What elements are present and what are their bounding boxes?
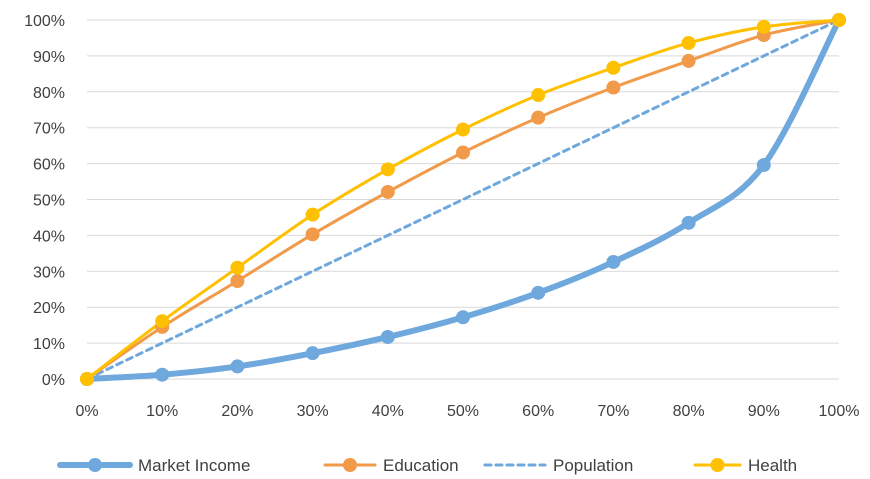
y-tick-label: 10%: [33, 336, 65, 353]
legend-label: Market Income: [138, 456, 250, 475]
data-point-health: [80, 372, 94, 386]
legend-label: Health: [748, 456, 797, 475]
data-point-market-income: [305, 346, 320, 361]
series-line-population: [85, 18, 841, 381]
y-tick-label: 80%: [33, 85, 65, 102]
data-point-education: [305, 227, 320, 242]
data-point-market-income: [756, 158, 771, 173]
legend: Market Income Education Population Health: [57, 456, 797, 475]
data-point-health: [531, 88, 546, 103]
y-tick-label: 20%: [33, 300, 65, 317]
data-point-education: [681, 53, 696, 68]
y-tick-label: 50%: [33, 193, 65, 210]
data-point-education: [456, 145, 470, 160]
legend-item-population: Population: [483, 456, 633, 475]
legend-swatch-marker: [710, 458, 725, 472]
series-line-health: [85, 18, 841, 381]
data-point-education: [380, 184, 395, 199]
legend-swatch-marker: [88, 458, 102, 472]
x-tick-label: 100%: [819, 403, 860, 420]
legend-item-health: Health: [693, 456, 797, 475]
data-point-health: [380, 162, 395, 177]
y-tick-label: 100%: [24, 13, 65, 30]
legend-item-education: Education: [323, 456, 459, 475]
x-tick-label: 90%: [748, 403, 780, 420]
data-point-market-income: [380, 329, 395, 344]
data-point-health: [230, 260, 245, 275]
x-axis-tick-labels: 0% 10% 20% 30% 40% 50% 60% 70% 80% 90% 100%: [75, 403, 859, 420]
data-point-health: [681, 35, 696, 50]
data-point-health: [305, 207, 320, 222]
data-point-education: [230, 273, 245, 288]
data-point-education: [606, 80, 621, 95]
x-tick-label: 10%: [146, 403, 178, 420]
legend-swatch-marker: [343, 458, 357, 472]
y-axis-tick-labels: 0% 10% 20% 30% 40% 50% 60% 70% 80% 90% 100%: [24, 13, 65, 389]
y-tick-label: 0%: [42, 372, 65, 389]
series-markers: [80, 13, 846, 386]
x-tick-label: 0%: [75, 403, 98, 420]
x-tick-label: 60%: [522, 403, 554, 420]
x-tick-label: 70%: [597, 403, 629, 420]
data-point-market-income: [456, 310, 470, 325]
data-point-market-income: [155, 367, 170, 382]
data-point-market-income: [681, 215, 696, 230]
series-line-market-income: [84, 17, 842, 382]
x-tick-label: 80%: [673, 403, 705, 420]
data-point-health: [832, 13, 846, 27]
y-tick-label: 60%: [33, 157, 65, 174]
x-tick-label: 40%: [372, 403, 404, 420]
y-tick-label: 90%: [33, 49, 65, 66]
x-tick-label: 50%: [447, 403, 479, 420]
data-point-health: [756, 19, 771, 34]
data-point-health: [456, 122, 470, 137]
legend-label: Education: [383, 456, 459, 475]
y-tick-label: 40%: [33, 228, 65, 245]
x-tick-label: 20%: [221, 403, 253, 420]
y-tick-label: 70%: [33, 121, 65, 138]
legend-label: Population: [553, 456, 633, 475]
legend-item-market-income: Market Income: [57, 456, 250, 475]
y-tick-label: 30%: [33, 264, 65, 281]
x-tick-label: 30%: [297, 403, 329, 420]
data-point-health: [606, 60, 621, 75]
data-point-market-income: [531, 285, 546, 300]
data-point-health: [155, 314, 170, 329]
data-point-market-income: [606, 254, 621, 269]
data-point-market-income: [230, 359, 245, 374]
data-point-education: [531, 110, 546, 125]
